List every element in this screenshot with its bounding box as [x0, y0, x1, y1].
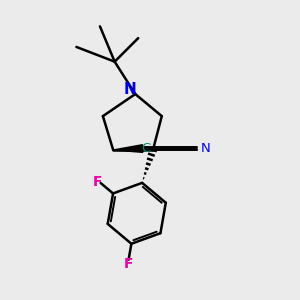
Text: F: F [93, 175, 103, 189]
Text: C: C [141, 142, 150, 155]
Polygon shape [113, 145, 143, 152]
Text: F: F [124, 257, 133, 271]
Text: N: N [201, 142, 211, 155]
Text: N: N [124, 82, 136, 97]
